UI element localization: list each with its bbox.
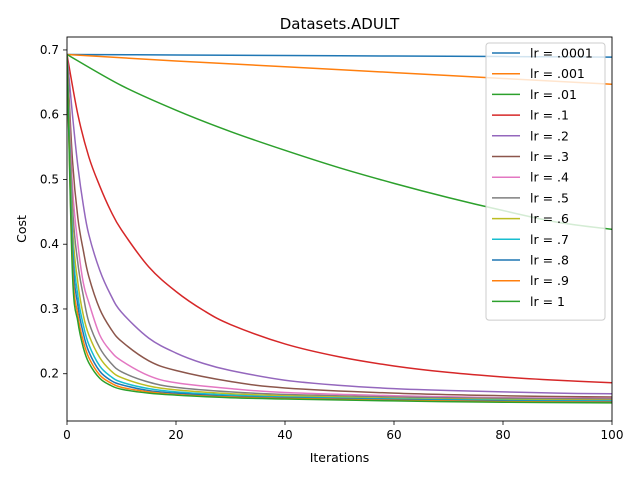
y-tick-label: 0.3 bbox=[40, 302, 59, 316]
series-line-8 bbox=[67, 54, 612, 400]
legend-label: lr = .5 bbox=[530, 190, 569, 205]
legend-label: lr = .3 bbox=[530, 149, 569, 164]
y-tick-label: 0.4 bbox=[40, 237, 59, 251]
legend-label: lr = .4 bbox=[530, 170, 569, 185]
x-tick-label: 0 bbox=[63, 428, 71, 442]
legend: lr = .0001 lr = .001 lr = .01 lr = .1 lr = .… bbox=[485, 42, 606, 321]
y-tick-label: 0.2 bbox=[40, 367, 59, 381]
legend-label: lr = .01 bbox=[530, 87, 577, 102]
ticks-layer: 0 20 40 60 80 100 0.2 0.3 0.4 0.5 0.6 0.7 bbox=[40, 43, 624, 442]
legend-label: lr = .1 bbox=[530, 108, 569, 123]
y-tick-label: 0.5 bbox=[40, 172, 59, 186]
series-line-13 bbox=[67, 54, 612, 404]
series-line-4 bbox=[67, 54, 612, 384]
legend-label: lr = .001 bbox=[530, 66, 585, 81]
series-line-5 bbox=[67, 54, 612, 395]
y-tick-label: 0.7 bbox=[40, 43, 59, 57]
x-tick-label: 40 bbox=[277, 428, 292, 442]
y-axis-label: Cost bbox=[14, 215, 29, 243]
legend-label: lr = .6 bbox=[530, 211, 569, 226]
series-layer bbox=[67, 53, 612, 404]
plot-frame bbox=[66, 36, 613, 422]
x-tick-label: 20 bbox=[168, 428, 183, 442]
x-tick-label: 80 bbox=[495, 428, 510, 442]
series-line-7 bbox=[67, 54, 612, 400]
x-tick-label: 100 bbox=[601, 428, 624, 442]
legend-label: lr = .7 bbox=[530, 232, 569, 247]
legend-label: lr = .2 bbox=[530, 128, 569, 143]
legend-label: lr = .9 bbox=[530, 273, 569, 288]
legend-label: lr = .8 bbox=[530, 253, 569, 268]
x-tick-label: 60 bbox=[386, 428, 401, 442]
legend-box bbox=[485, 42, 606, 321]
series-line-6 bbox=[67, 54, 612, 398]
legend-label: lr = .0001 bbox=[530, 46, 593, 61]
x-axis-label: Iterations bbox=[310, 450, 370, 465]
y-tick-label: 0.6 bbox=[40, 108, 59, 122]
chart-title: Datasets.ADULT bbox=[280, 15, 400, 33]
legend-label: lr = 1 bbox=[530, 294, 565, 309]
